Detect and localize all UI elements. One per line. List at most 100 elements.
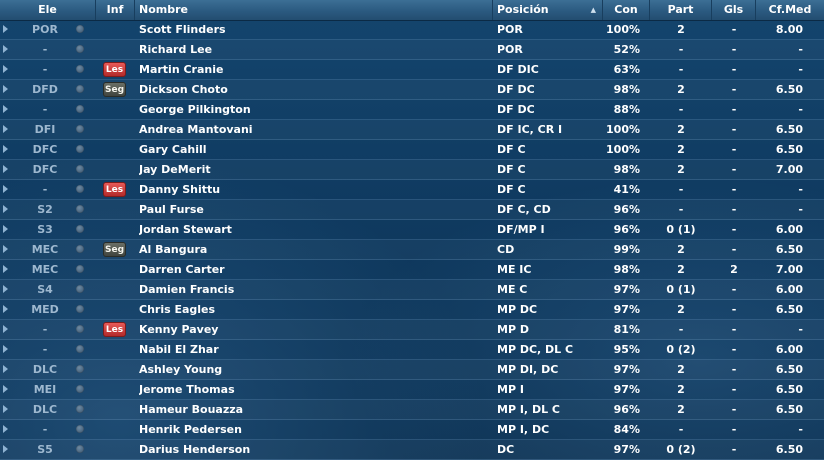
table-row[interactable]: - Richard Lee POR 52% - - - xyxy=(0,40,824,60)
table-row[interactable]: - Les Martin Cranie DF DIC 63% - - - xyxy=(0,60,824,80)
table-row[interactable]: - Les Danny Shittu DF C 41% - - - xyxy=(0,180,824,200)
selection-dot-icon[interactable] xyxy=(76,145,84,153)
cell-nombre[interactable]: Chris Eagles xyxy=(139,303,216,316)
expand-row-arrow-icon[interactable] xyxy=(3,245,8,253)
selection-dot-icon[interactable] xyxy=(76,185,84,193)
status-badge-les[interactable]: Les xyxy=(103,322,126,337)
selection-dot-icon[interactable] xyxy=(76,245,84,253)
column-header-cfmed[interactable]: Cf.Med xyxy=(768,3,812,16)
selection-dot-icon[interactable] xyxy=(76,345,84,353)
table-row[interactable]: MED Chris Eagles MP DC 97% 2 - 6.50 xyxy=(0,300,824,320)
cell-nombre[interactable]: Darren Carter xyxy=(139,263,225,276)
table-row[interactable]: DLC Ashley Young MP DI, DC 97% 2 - 6.50 xyxy=(0,360,824,380)
expand-row-arrow-icon[interactable] xyxy=(3,165,8,173)
column-header-inf[interactable]: Inf xyxy=(96,0,135,20)
cell-nombre[interactable]: Andrea Mantovani xyxy=(139,123,253,136)
cell-nombre[interactable]: Martin Cranie xyxy=(139,63,224,76)
expand-row-arrow-icon[interactable] xyxy=(3,125,8,133)
expand-row-arrow-icon[interactable] xyxy=(3,305,8,313)
cell-nombre[interactable]: Danny Shittu xyxy=(139,183,221,196)
expand-row-arrow-icon[interactable] xyxy=(3,385,8,393)
selection-dot-icon[interactable] xyxy=(76,45,84,53)
column-header-posicion[interactable]: Posición ▲ xyxy=(493,0,603,20)
table-row[interactable]: DFD Seg Dickson Choto DF DC 98% 2 - 6.50 xyxy=(0,80,824,100)
selection-dot-icon[interactable] xyxy=(76,25,84,33)
selection-dot-icon[interactable] xyxy=(76,305,84,313)
table-row[interactable]: POR Scott Flinders POR 100% 2 - 8.00 xyxy=(0,20,824,40)
cell-nombre[interactable]: Darius Henderson xyxy=(139,443,251,456)
cell-nombre[interactable]: Hameur Bouazza xyxy=(139,403,244,416)
table-row[interactable]: S3 Jordan Stewart DF/MP I 96% 0 (1) - 6.00 xyxy=(0,220,824,240)
expand-row-arrow-icon[interactable] xyxy=(3,105,8,113)
column-header-ele[interactable]: Ele xyxy=(0,0,96,20)
selection-dot-icon[interactable] xyxy=(76,265,84,273)
expand-row-arrow-icon[interactable] xyxy=(3,445,8,453)
selection-dot-icon[interactable] xyxy=(76,125,84,133)
status-badge-seg[interactable]: Seg xyxy=(103,82,126,97)
expand-row-arrow-icon[interactable] xyxy=(3,365,8,373)
selection-dot-icon[interactable] xyxy=(76,385,84,393)
table-row[interactable]: MEC Darren Carter ME IC 98% 2 2 7.00 xyxy=(0,260,824,280)
table-row[interactable]: DFC Jay DeMerit DF C 98% 2 - 7.00 xyxy=(0,160,824,180)
table-row[interactable]: S5 Darius Henderson DC 97% 0 (2) - 6.50 xyxy=(0,440,824,460)
expand-row-arrow-icon[interactable] xyxy=(3,345,8,353)
expand-row-arrow-icon[interactable] xyxy=(3,265,8,273)
expand-row-arrow-icon[interactable] xyxy=(3,205,8,213)
cell-nombre[interactable]: Paul Furse xyxy=(139,203,204,216)
status-badge-les[interactable]: Les xyxy=(103,182,126,197)
cell-nombre[interactable]: Kenny Pavey xyxy=(139,323,219,336)
table-row[interactable]: DFI Andrea Mantovani DF IC, CR I 100% 2 - 6.50 xyxy=(0,120,824,140)
selection-dot-icon[interactable] xyxy=(76,85,84,93)
status-badge-les[interactable]: Les xyxy=(103,62,126,77)
expand-row-arrow-icon[interactable] xyxy=(3,405,8,413)
cell-nombre[interactable]: Jay DeMerit xyxy=(139,163,211,176)
table-row[interactable]: MEI Jerome Thomas MP I 97% 2 - 6.50 xyxy=(0,380,824,400)
selection-dot-icon[interactable] xyxy=(76,65,84,73)
expand-row-arrow-icon[interactable] xyxy=(3,425,8,433)
table-row[interactable]: - Nabil El Zhar MP DC, DL C 95% 0 (2) - 6.00 xyxy=(0,340,824,360)
cell-nombre[interactable]: Dickson Choto xyxy=(139,83,228,96)
expand-row-arrow-icon[interactable] xyxy=(3,25,8,33)
table-row[interactable]: DFC Gary Cahill DF C 100% 2 - 6.50 xyxy=(0,140,824,160)
cell-nombre[interactable]: Jerome Thomas xyxy=(139,383,235,396)
selection-dot-icon[interactable] xyxy=(76,445,84,453)
selection-dot-icon[interactable] xyxy=(76,405,84,413)
expand-row-arrow-icon[interactable] xyxy=(3,145,8,153)
column-header-con[interactable]: Con xyxy=(603,0,650,20)
table-row[interactable]: MEC Seg Al Bangura CD 99% 2 - 6.50 xyxy=(0,240,824,260)
expand-row-arrow-icon[interactable] xyxy=(3,45,8,53)
selection-dot-icon[interactable] xyxy=(76,325,84,333)
expand-row-arrow-icon[interactable] xyxy=(3,285,8,293)
selection-dot-icon[interactable] xyxy=(76,165,84,173)
selection-dot-icon[interactable] xyxy=(76,105,84,113)
cell-nombre[interactable]: Ashley Young xyxy=(139,363,223,376)
cell-nombre[interactable]: Al Bangura xyxy=(139,243,208,256)
selection-dot-icon[interactable] xyxy=(76,225,84,233)
cell-nombre[interactable]: Henrik Pedersen xyxy=(139,423,242,436)
expand-row-arrow-icon[interactable] xyxy=(3,185,8,193)
status-badge-seg[interactable]: Seg xyxy=(103,242,126,257)
column-header-nombre[interactable]: Nombre xyxy=(135,0,493,20)
cell-nombre[interactable]: Gary Cahill xyxy=(139,143,207,156)
cell-nombre[interactable]: Jordan Stewart xyxy=(139,223,232,236)
table-row[interactable]: DLC Hameur Bouazza MP I, DL C 96% 2 - 6.50 xyxy=(0,400,824,420)
table-row[interactable]: - Henrik Pedersen MP I, DC 84% - - - xyxy=(0,420,824,440)
selection-dot-icon[interactable] xyxy=(76,285,84,293)
cell-nombre[interactable]: Scott Flinders xyxy=(139,23,226,36)
cell-nombre[interactable]: Damien Francis xyxy=(139,283,235,296)
selection-dot-icon[interactable] xyxy=(76,365,84,373)
table-row[interactable]: S4 Damien Francis ME C 97% 0 (1) - 6.00 xyxy=(0,280,824,300)
table-row[interactable]: - George Pilkington DF DC 88% - - - xyxy=(0,100,824,120)
cell-nombre[interactable]: Richard Lee xyxy=(139,43,213,56)
expand-row-arrow-icon[interactable] xyxy=(3,325,8,333)
table-row[interactable]: S2 Paul Furse DF C, CD 96% - - - xyxy=(0,200,824,220)
selection-dot-icon[interactable] xyxy=(76,205,84,213)
column-header-gls[interactable]: Gls xyxy=(712,0,756,20)
column-header-part[interactable]: Part xyxy=(650,0,712,20)
cell-nombre[interactable]: Nabil El Zhar xyxy=(139,343,219,356)
cell-nombre[interactable]: George Pilkington xyxy=(139,103,251,116)
expand-row-arrow-icon[interactable] xyxy=(3,225,8,233)
table-row[interactable]: - Les Kenny Pavey MP D 81% - - - xyxy=(0,320,824,340)
expand-row-arrow-icon[interactable] xyxy=(3,65,8,73)
expand-row-arrow-icon[interactable] xyxy=(3,85,8,93)
